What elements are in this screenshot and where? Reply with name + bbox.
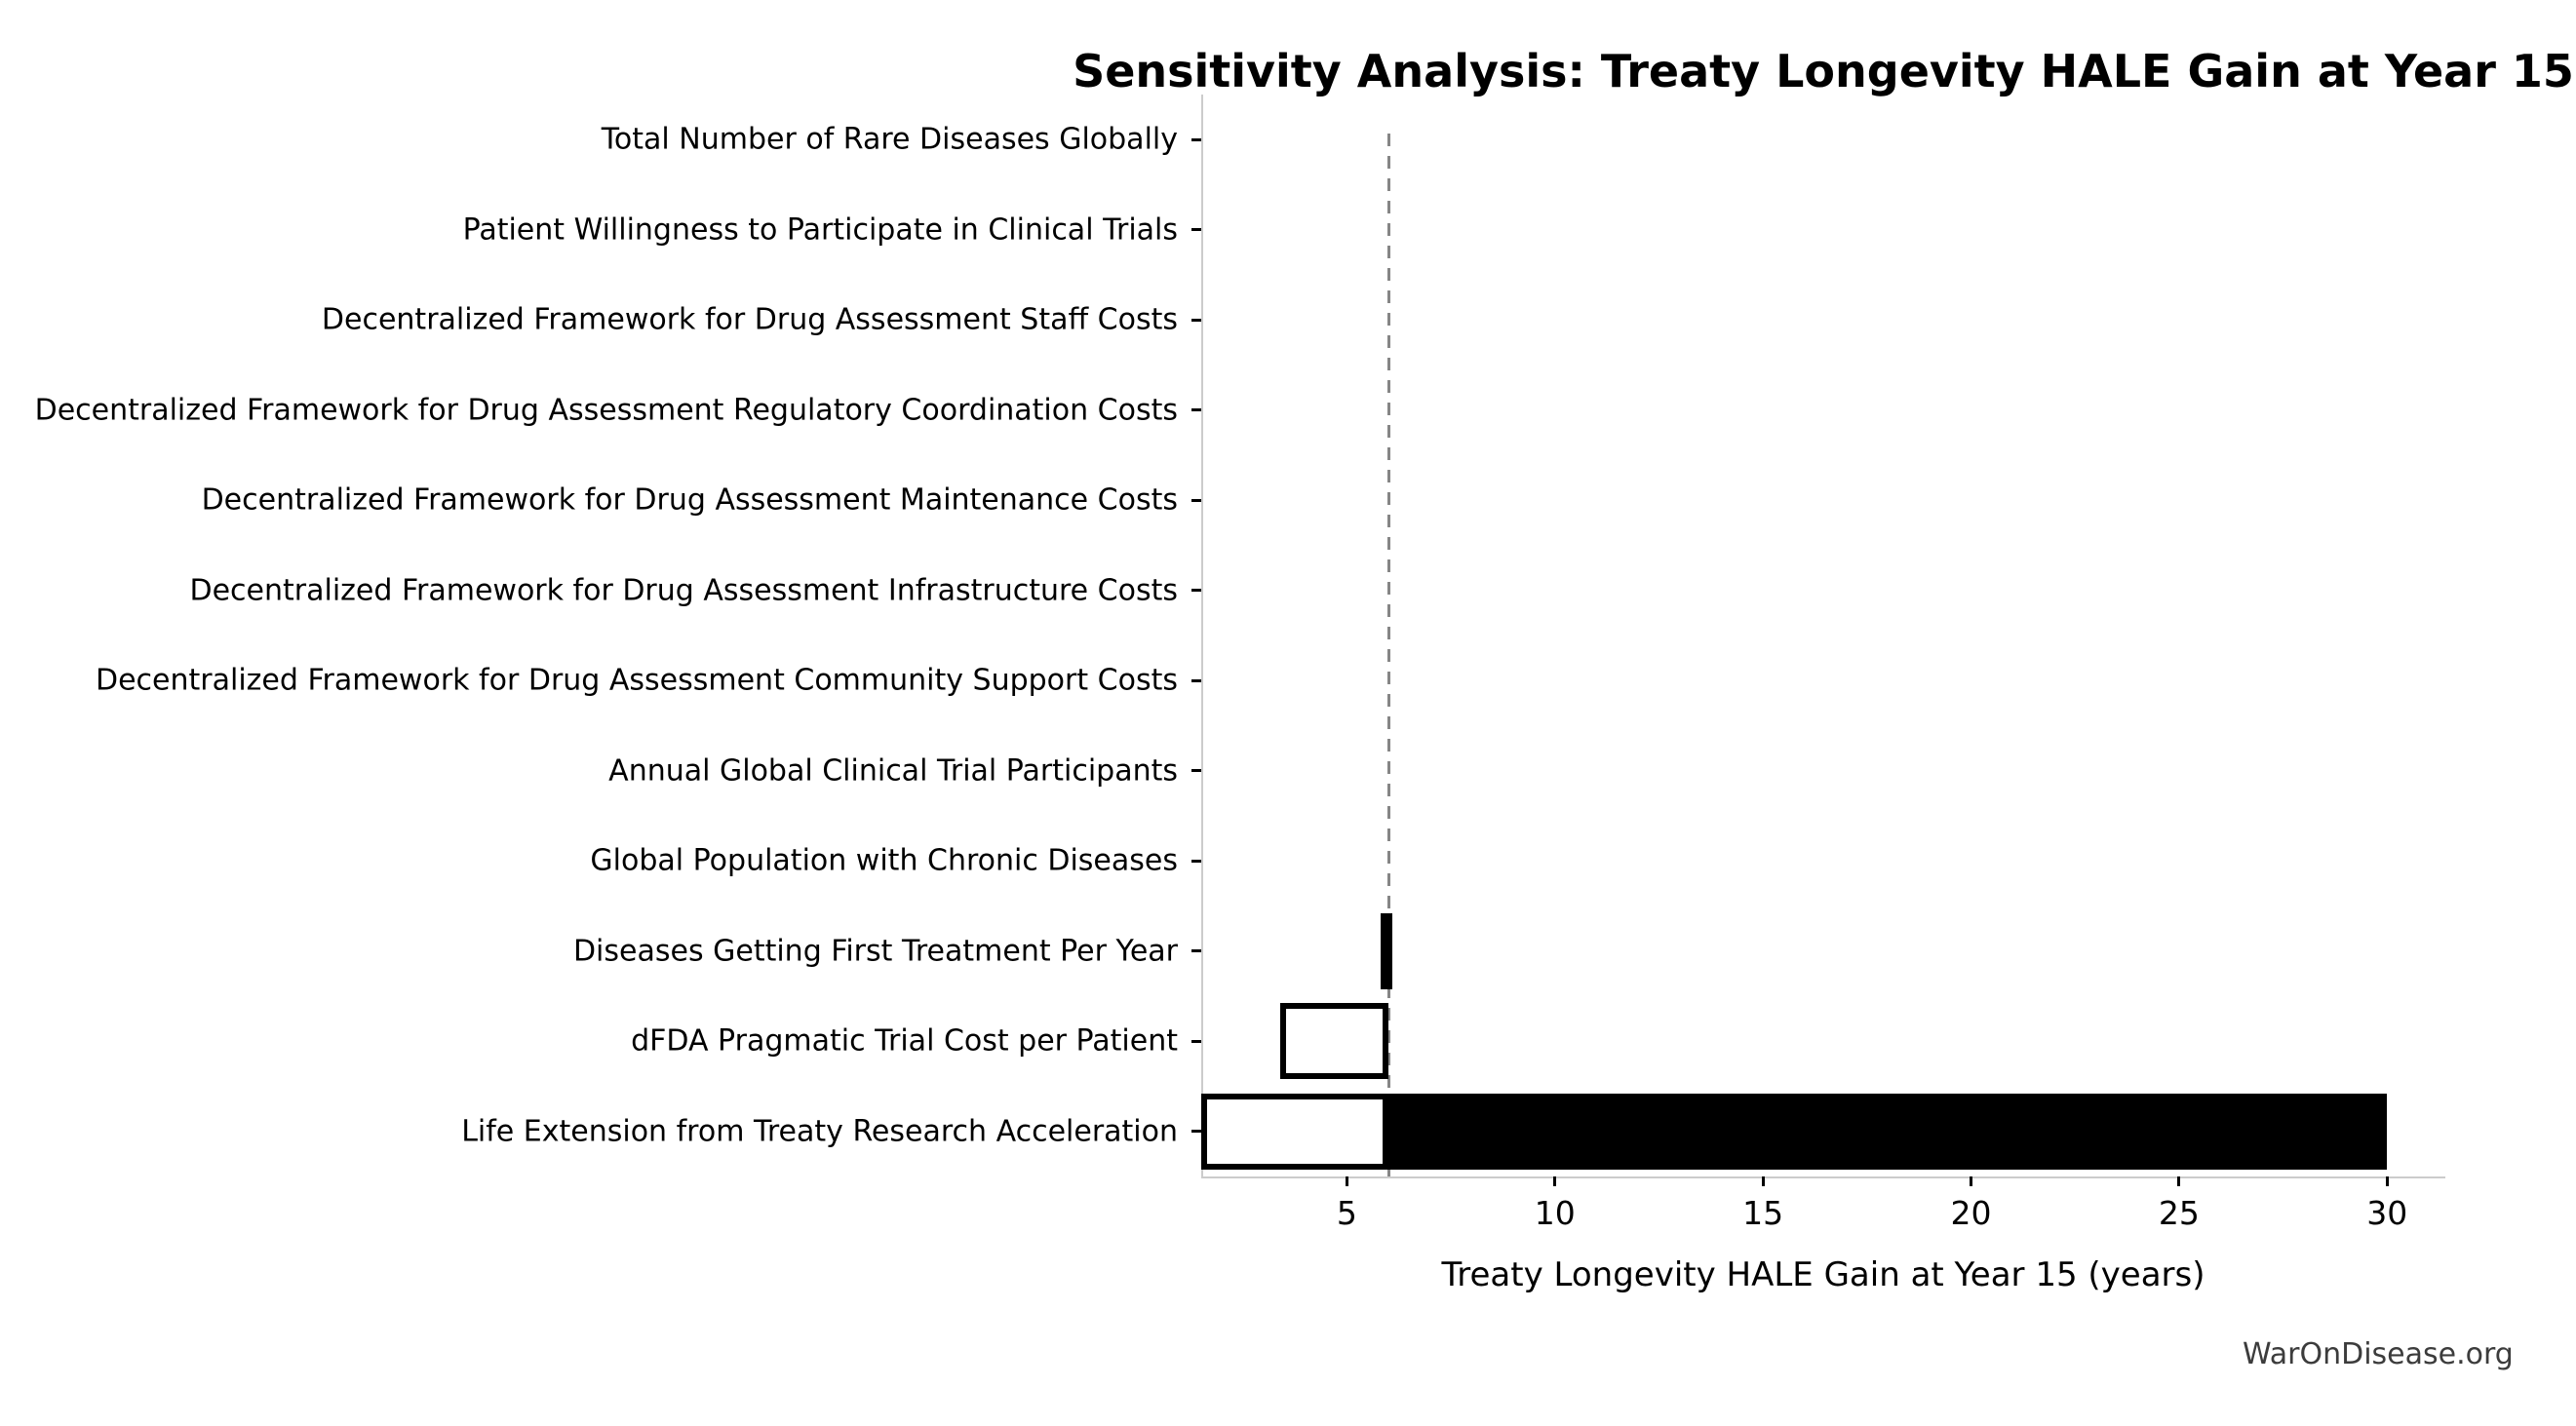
y-tick xyxy=(1191,678,1201,682)
watermark: WarOnDisease.org xyxy=(2243,1337,2514,1371)
category-label: Decentralized Framework for Drug Assessm… xyxy=(189,573,1178,607)
category-label: Global Population with Chronic Diseases xyxy=(590,843,1178,878)
x-tick xyxy=(2177,1176,2181,1186)
category-label: Decentralized Framework for Drug Assessm… xyxy=(321,302,1178,337)
y-tick xyxy=(1191,137,1201,141)
category-label: Annual Global Clinical Trial Participant… xyxy=(608,753,1178,788)
category-label: Life Extension from Treaty Research Acce… xyxy=(461,1114,1178,1148)
bar-high-segment xyxy=(1388,1093,2388,1170)
y-tick xyxy=(1191,589,1201,593)
y-tick xyxy=(1191,1130,1201,1134)
category-label: dFDA Pragmatic Trial Cost per Patient xyxy=(631,1023,1178,1059)
category-label: Decentralized Framework for Drug Assessm… xyxy=(96,663,1178,698)
category-label: Diseases Getting First Treatment Per Yea… xyxy=(572,934,1178,968)
x-tick-label: 30 xyxy=(2366,1194,2408,1232)
x-tick-label: 15 xyxy=(1742,1194,1784,1232)
y-tick xyxy=(1191,859,1201,863)
y-tick xyxy=(1191,1039,1201,1043)
chart-title: Sensitivity Analysis: Treaty Longevity H… xyxy=(1073,45,2574,97)
x-tick-label: 5 xyxy=(1336,1194,1357,1232)
x-axis-label: Treaty Longevity HALE Gain at Year 15 (y… xyxy=(1441,1255,2205,1294)
x-tick xyxy=(2385,1176,2389,1186)
x-tick xyxy=(1761,1176,1765,1186)
bar-high-segment xyxy=(1388,912,1393,989)
y-tick xyxy=(1191,318,1201,322)
category-label: Decentralized Framework for Drug Assessm… xyxy=(201,482,1178,518)
plot-area: 5 10 15 20 25 30 xyxy=(1191,95,2445,1232)
x-tick xyxy=(1345,1176,1348,1186)
y-tick xyxy=(1191,228,1201,232)
x-tick-label: 20 xyxy=(1950,1194,1992,1232)
category-label: Patient Willingness to Participate in Cl… xyxy=(462,212,1178,247)
y-tick xyxy=(1191,498,1201,502)
y-tick xyxy=(1191,949,1201,953)
x-tick xyxy=(1553,1176,1557,1186)
x-axis-spine xyxy=(1201,1176,2445,1178)
y-tick xyxy=(1191,408,1201,412)
category-label: Decentralized Framework for Drug Assessm… xyxy=(34,393,1178,427)
bar-low-segment xyxy=(1280,1003,1389,1080)
x-tick-label: 10 xyxy=(1534,1194,1576,1232)
baseline-dashed-line xyxy=(1386,134,1390,1176)
category-label: Total Number of Rare Diseases Globally xyxy=(601,122,1178,157)
x-tick xyxy=(1969,1176,1972,1186)
y-axis-spine xyxy=(1201,95,1203,1176)
bar-low-segment xyxy=(1201,1093,1389,1170)
x-tick-label: 25 xyxy=(2158,1194,2200,1232)
y-tick xyxy=(1191,769,1201,773)
